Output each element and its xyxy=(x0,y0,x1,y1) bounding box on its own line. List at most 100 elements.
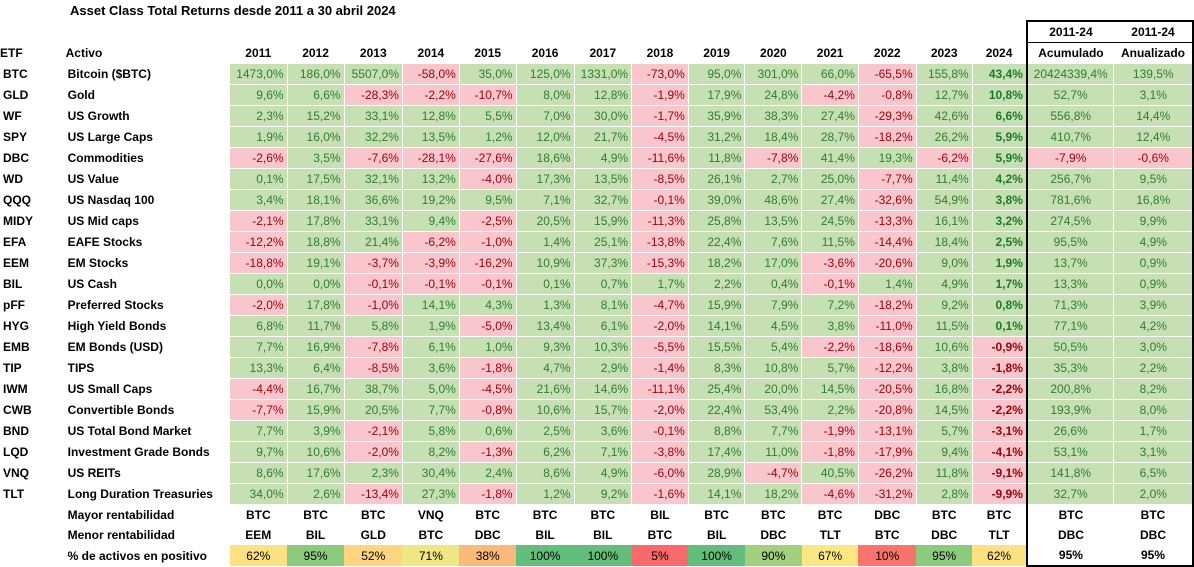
empty-cell xyxy=(688,21,745,43)
return-cell: -17,9% xyxy=(857,441,917,463)
return-cell: 7,9% xyxy=(744,294,803,316)
footer-value: DBC xyxy=(931,528,958,542)
return-cell: -1,6% xyxy=(631,483,689,505)
return-cell: 42,6% xyxy=(915,105,973,127)
return-cell: -14,4% xyxy=(857,231,917,253)
return-cell: -0,1% xyxy=(343,273,403,295)
return-cell: 20,5% xyxy=(515,210,575,232)
table-row: TIP TIPS 13,3% 6,4% -8,5% 3,6% -1,8% 4,7% 2,9% -1… xyxy=(0,357,1194,379)
return-cell: -18,2% xyxy=(857,294,917,316)
etf-ticker: SPY xyxy=(3,130,28,144)
return-cell: -2,0% xyxy=(343,441,403,463)
table-row: WF US Growth 2,3% 15,2% 33,1% 12,8% 5,5% 7,0% 30… xyxy=(0,105,1194,127)
return-cell: -2,5% xyxy=(458,210,517,232)
empty-cell xyxy=(230,21,288,43)
return-cell: 26,1% xyxy=(687,168,746,190)
return-cell: 14,1% xyxy=(401,294,460,316)
annualized-return-cell: 139,5% xyxy=(1113,63,1194,85)
table-row: WD US Value 0,1% 17,5% 32,1% 13,2% -4,0% 17,3% 1… xyxy=(0,168,1194,190)
return-cell: 16,8% xyxy=(915,378,973,400)
table-row: pFF Preferred Stocks -2,0% 17,8% -1,0% 14,1% 4… xyxy=(0,294,1194,316)
return-cell: -0,1% xyxy=(631,189,689,211)
cumulative-return-cell: 256,7% xyxy=(1025,168,1115,190)
empty-cell xyxy=(574,21,632,43)
asset-name: EM Stocks xyxy=(67,256,129,270)
year-header: 2016 xyxy=(531,45,559,60)
return-cell: -1,4% xyxy=(631,357,689,379)
return-cell: 25,8% xyxy=(687,210,746,232)
cumulative-return-cell: -7,9% xyxy=(1025,147,1115,169)
footer-annualized: 95% xyxy=(1113,545,1194,567)
footer-value: BTC xyxy=(475,508,501,522)
table-row: MIDY US Mid caps -2,1% 17,8% 33,1% 9,4% -2,5% 2… xyxy=(0,210,1194,232)
return-cell: -7,7% xyxy=(857,168,917,190)
footer-value: GLD xyxy=(360,528,386,542)
return-cell: 14,1% xyxy=(687,315,746,337)
return-cell: 5,8% xyxy=(401,420,460,442)
asset-name: Commodities xyxy=(67,151,144,165)
empty-cell xyxy=(459,21,516,43)
cumulative-return-cell: 410,7% xyxy=(1025,126,1115,148)
anualizado-header: Anualizado xyxy=(1113,42,1194,64)
return-cell: 20,5% xyxy=(343,399,403,421)
return-cell: -1,9% xyxy=(631,84,689,106)
return-cell: -6,2% xyxy=(401,231,460,253)
return-cell: 36,6% xyxy=(343,189,403,211)
footer-value: 67% xyxy=(801,545,859,566)
footer-value: 5% xyxy=(631,545,689,566)
empty-cell xyxy=(745,21,802,43)
return-cell: 3,2% xyxy=(971,210,1028,232)
return-cell: 6,4% xyxy=(286,357,345,379)
table-row: HYG High Yield Bonds 6,8% 11,7% 5,8% 1,9% -5,0… xyxy=(0,315,1194,337)
return-cell: 14,5% xyxy=(801,378,859,400)
return-cell: -29,3% xyxy=(857,105,917,127)
return-cell: -0,9% xyxy=(971,336,1028,358)
return-cell: -3,6% xyxy=(801,252,859,274)
return-cell: 10,6% xyxy=(915,336,973,358)
return-cell: 125,0% xyxy=(515,63,575,85)
return-cell: 21,6% xyxy=(515,378,575,400)
return-cell: 31,2% xyxy=(687,126,746,148)
return-cell: 95,0% xyxy=(687,63,746,85)
return-cell: 9,0% xyxy=(915,252,973,274)
return-cell: -27,6% xyxy=(458,147,517,169)
page-title: Asset Class Total Returns desde 2011 a 3… xyxy=(70,3,396,18)
return-cell: -0,8% xyxy=(857,84,917,106)
footer-value: BTC xyxy=(647,528,673,542)
footer-value: 62% xyxy=(229,545,288,566)
return-cell: 9,3% xyxy=(515,336,575,358)
empty-cell xyxy=(858,21,916,43)
return-cell: 7,7% xyxy=(229,336,288,358)
return-cell: 3,8% xyxy=(801,315,859,337)
etf-ticker: LQD xyxy=(3,445,29,459)
return-cell: 11,5% xyxy=(801,231,859,253)
asset-name: Gold xyxy=(67,88,95,102)
etf-ticker: BIL xyxy=(3,277,23,291)
return-cell: -2,0% xyxy=(631,399,689,421)
return-cell: 28,9% xyxy=(687,462,746,484)
annualized-return-cell: 12,4% xyxy=(1113,126,1194,148)
return-cell: 28,7% xyxy=(801,126,859,148)
return-cell: -20,8% xyxy=(857,399,917,421)
return-cell: -28,1% xyxy=(401,147,460,169)
return-cell: -4,0% xyxy=(458,168,517,190)
empty-cell xyxy=(632,21,689,43)
etf-ticker: BND xyxy=(3,424,29,438)
return-cell: 1,9% xyxy=(229,126,288,148)
return-cell: 0,0% xyxy=(229,273,288,295)
return-cell: 18,4% xyxy=(744,126,803,148)
return-cell: 3,6% xyxy=(573,420,633,442)
asset-name: US Value xyxy=(67,172,119,186)
return-cell: 12,0% xyxy=(515,126,575,148)
return-cell: 16,9% xyxy=(286,336,345,358)
return-cell: 18,1% xyxy=(286,189,345,211)
annualized-return-cell: 4,9% xyxy=(1113,231,1194,253)
return-cell: 66,0% xyxy=(801,63,859,85)
return-cell: -18,2% xyxy=(857,126,917,148)
return-cell: 12,8% xyxy=(573,84,633,106)
etf-ticker: EFA xyxy=(3,235,27,249)
return-cell: -0,1% xyxy=(631,420,689,442)
year-header: 2018 xyxy=(646,45,674,60)
footer-annualized: DBC xyxy=(1113,525,1194,545)
empty-cell xyxy=(802,21,859,43)
